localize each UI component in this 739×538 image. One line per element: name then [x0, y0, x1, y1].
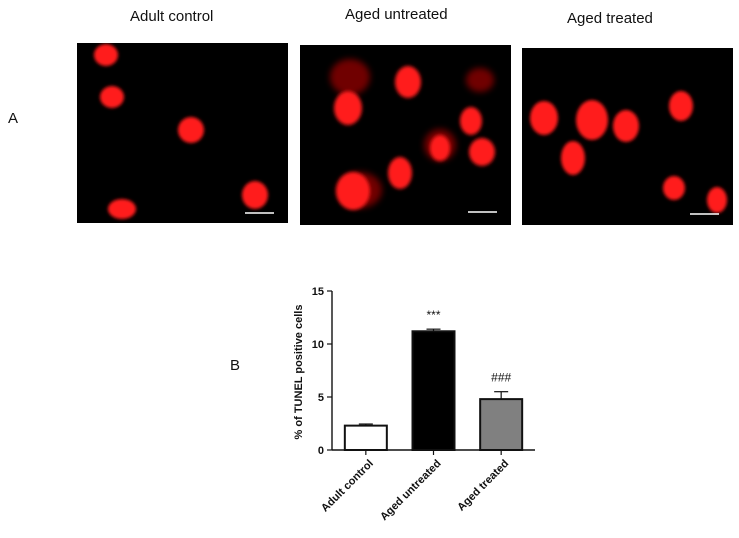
bar-adult-control: [343, 424, 388, 451]
panel-title-adult-control: Adult control: [130, 8, 214, 25]
micrograph-aged-treated: [522, 48, 733, 225]
nucleus: [669, 91, 693, 121]
nucleus: [576, 100, 608, 140]
nucleus: [663, 176, 685, 200]
panel-b-label: B: [230, 357, 241, 374]
nucleus: [430, 135, 450, 161]
nucleus: [469, 138, 495, 166]
nucleus: [460, 107, 482, 135]
x-tick-label: Adult control: [319, 458, 376, 515]
nucleus: [94, 44, 118, 66]
y-tick-label: 10: [312, 339, 324, 351]
bar-aged-untreated: [411, 330, 456, 451]
tunel-bar-chart: % of TUNEL positive cells 0 5 10 15 Adult co…: [293, 286, 535, 524]
panel-title-aged-treated: Aged treated: [567, 10, 653, 27]
y-tick-label: 15: [312, 286, 324, 298]
y-axis-label: % of TUNEL positive cells: [293, 305, 305, 440]
y-tick-label: 5: [318, 392, 324, 404]
nucleus: [242, 181, 268, 209]
micrograph-adult-control: [77, 43, 288, 223]
nucleus: [395, 66, 421, 98]
y-tick-label: 0: [318, 445, 324, 457]
nucleus: [336, 172, 370, 210]
panel-title-aged-untreated: Aged untreated: [345, 6, 448, 23]
significance-label: ###: [491, 371, 511, 385]
nucleus: [100, 86, 124, 108]
nucleus: [613, 110, 639, 142]
x-tick-label: Aged treated: [455, 458, 511, 514]
micrograph-aged-untreated: [300, 45, 511, 225]
nucleus: [178, 117, 204, 143]
x-tick-label: Aged untreated: [378, 458, 444, 524]
nucleus: [707, 187, 727, 213]
panel-a-label: A: [8, 110, 19, 127]
nucleus: [108, 199, 136, 219]
nucleus: [388, 157, 412, 189]
bar-aged-treated: [479, 398, 524, 452]
nucleus: [561, 141, 585, 175]
nucleus: [334, 91, 362, 125]
nucleus: [530, 101, 558, 135]
significance-label: ***: [426, 308, 440, 322]
